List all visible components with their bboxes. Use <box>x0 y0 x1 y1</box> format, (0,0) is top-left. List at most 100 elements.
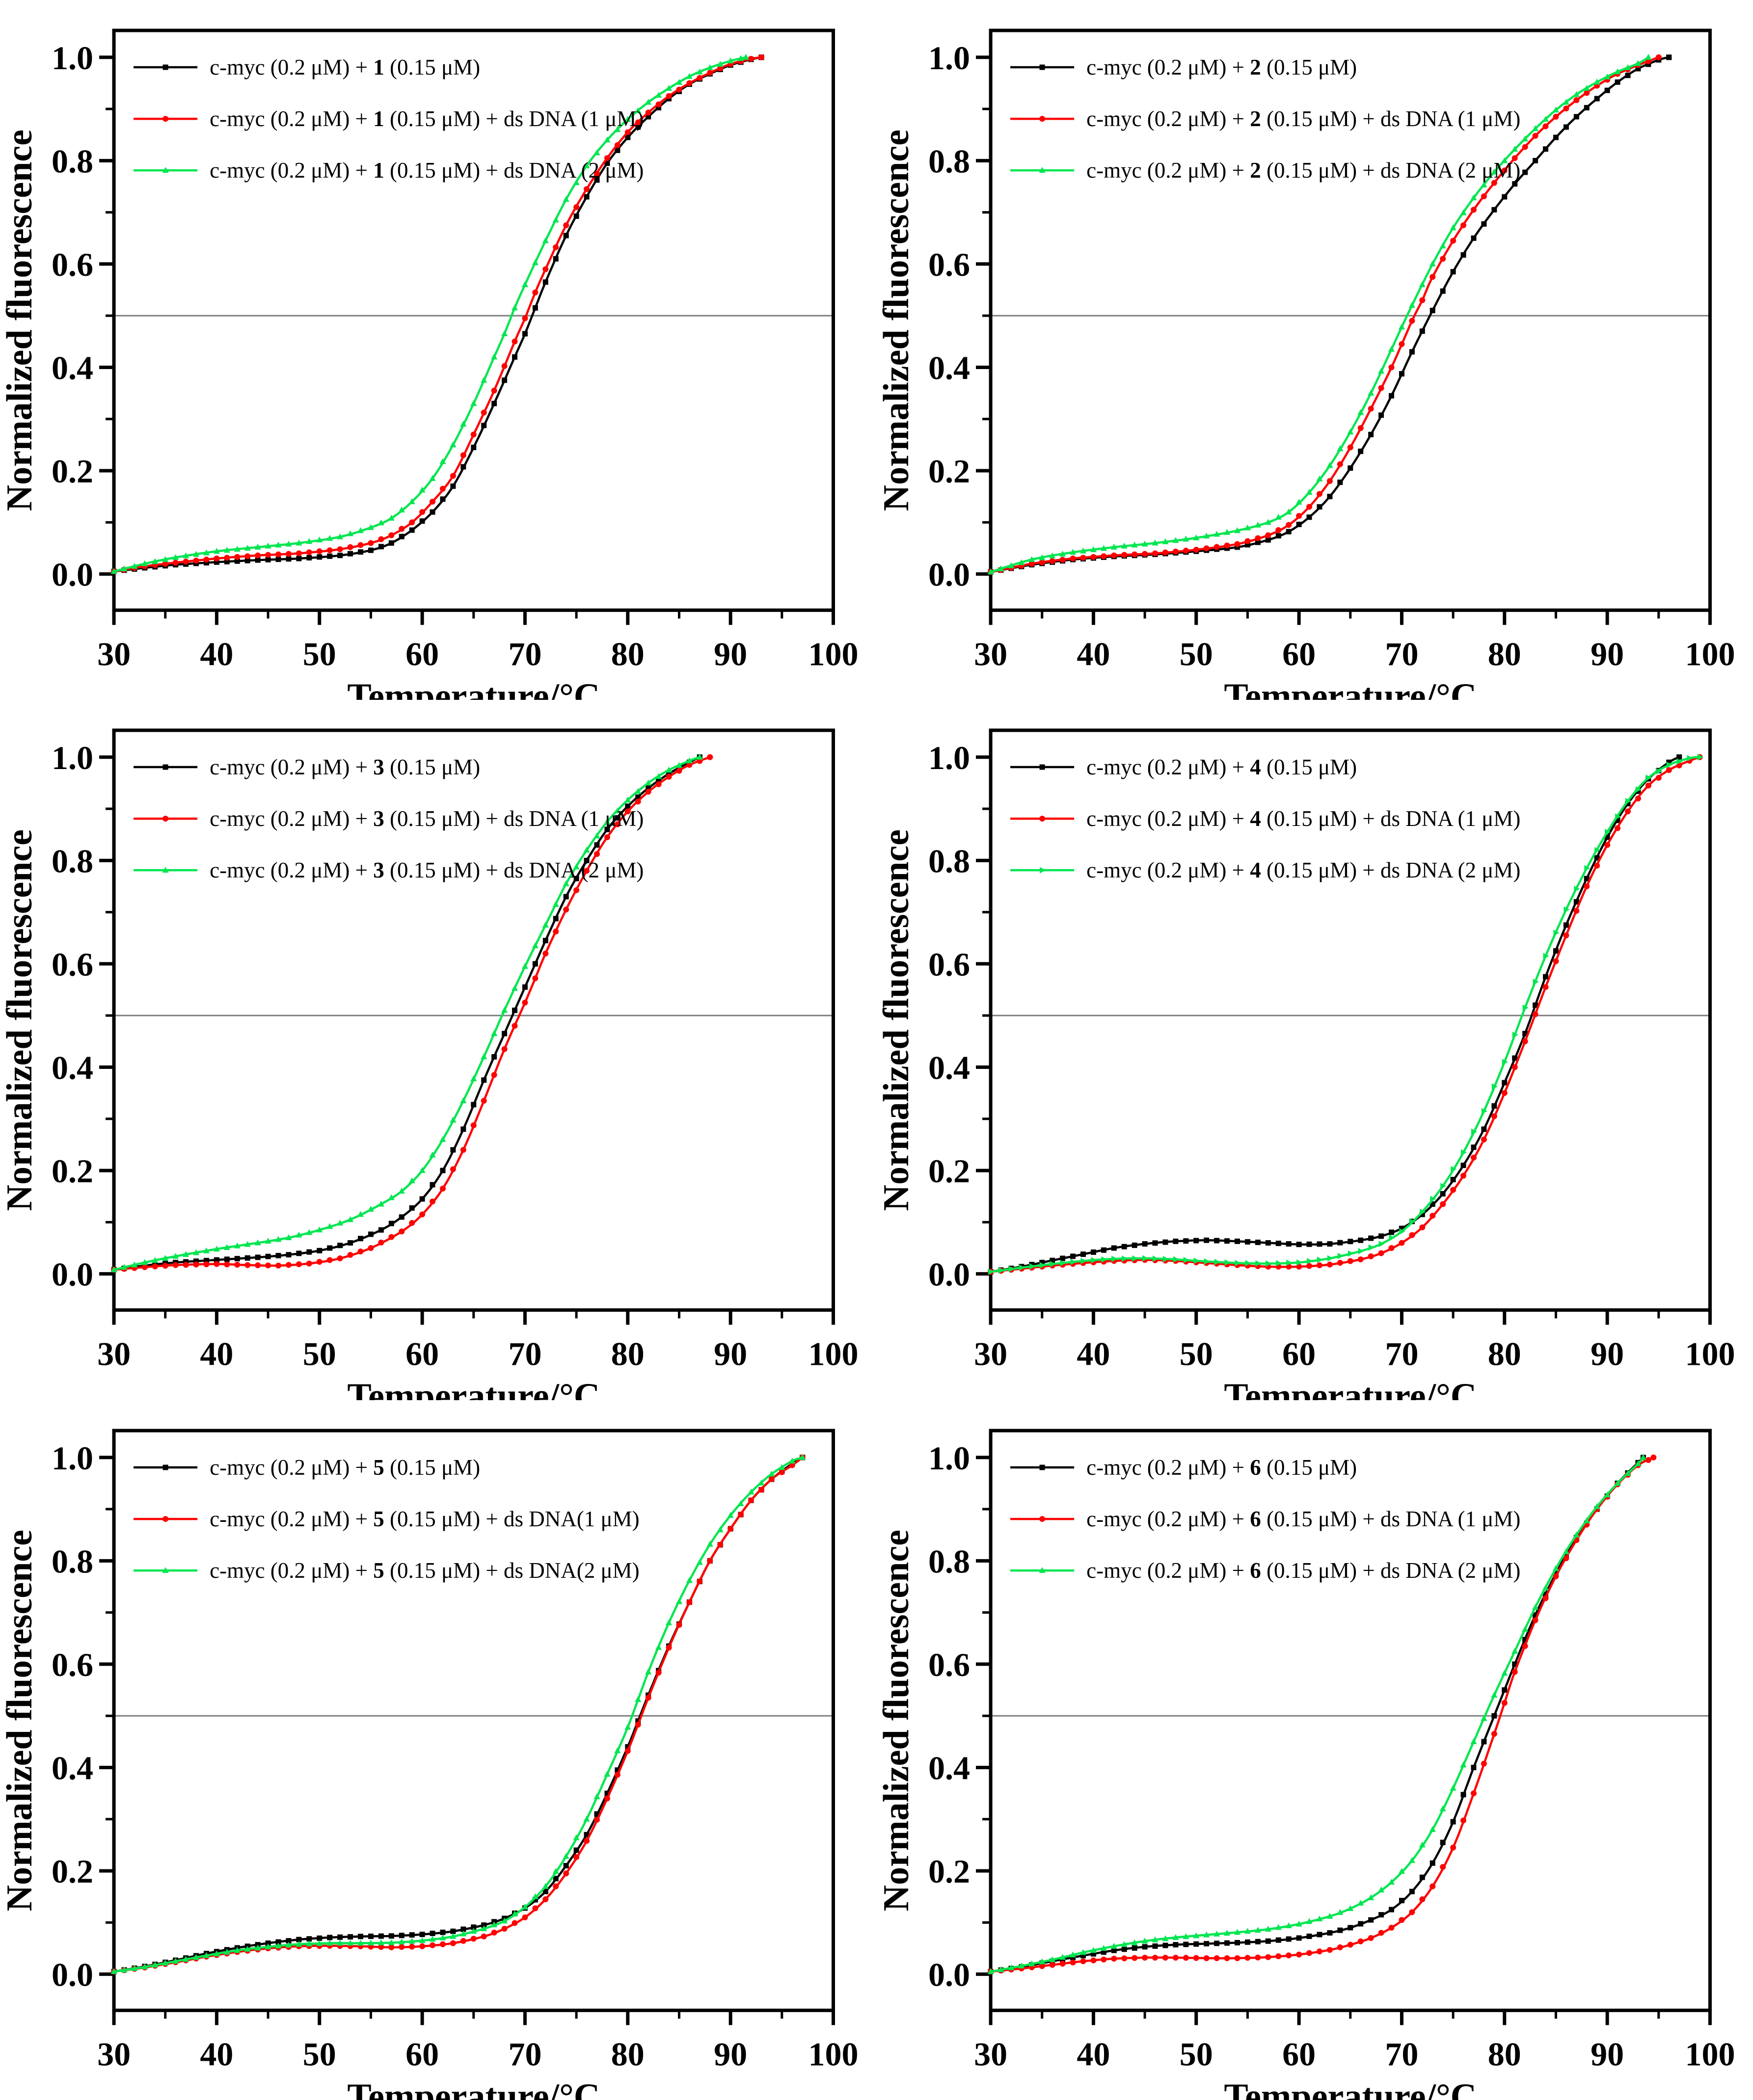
data-point-marker <box>244 1945 251 1952</box>
data-point-marker <box>573 1847 579 1853</box>
data-point-marker <box>399 1932 405 1938</box>
data-point-marker <box>1224 1955 1230 1961</box>
data-point-marker <box>696 754 703 760</box>
data-point-marker <box>1079 1958 1086 1965</box>
data-point-marker <box>1521 1625 1528 1632</box>
data-point-marker <box>635 107 642 113</box>
series-3 <box>987 53 1651 575</box>
data-point-marker <box>563 906 569 913</box>
data-point-marker <box>1203 545 1210 552</box>
data-point-marker <box>285 540 292 547</box>
data-point-marker <box>1388 1924 1395 1931</box>
data-point-marker <box>1347 428 1353 435</box>
data-point-marker <box>655 92 662 98</box>
data-point-marker <box>1398 1916 1404 1923</box>
data-point-marker <box>1213 531 1220 537</box>
series-3 <box>987 1454 1646 1974</box>
data-point-marker <box>183 1262 189 1268</box>
legend-item: c-myc (0.2 μM) + 5 (0.15 μM) + ds DNA(1 … <box>134 1507 640 1531</box>
legend: c-myc (0.2 μM) + 2 (0.15 μM) c-myc (0.2 μ… <box>1010 55 1520 183</box>
data-point-marker <box>1110 1942 1117 1949</box>
data-point-marker <box>1316 1932 1322 1938</box>
data-point-marker <box>594 842 600 848</box>
data-point-marker <box>1635 786 1642 793</box>
melt-panel-compound-6: 30 40 50 60 70 80 90 100 0.0 0.2 0.4 0.6 0.8 1.0 Tempe… <box>877 1400 1753 2100</box>
data-point-marker <box>1080 1251 1086 1257</box>
data-point-marker <box>1511 155 1518 161</box>
data-point-marker <box>1532 1617 1538 1623</box>
data-point-marker <box>1337 1240 1343 1246</box>
y-axis-label: Normalized fluorescence <box>0 829 40 1211</box>
data-point-marker <box>1563 99 1569 105</box>
data-point-marker <box>244 553 251 559</box>
data-point-marker <box>378 1200 384 1207</box>
data-point-marker <box>450 1933 457 1939</box>
data-point-marker <box>1306 1933 1312 1939</box>
data-point-marker <box>214 559 219 565</box>
data-point-marker <box>1409 1888 1415 1894</box>
data-point-marker <box>635 1721 641 1728</box>
y-tick-label: 0.4 <box>52 1049 93 1087</box>
data-point-marker <box>1543 953 1549 960</box>
y-tick-label: 0.8 <box>928 1542 970 1580</box>
data-point-marker <box>552 1867 559 1874</box>
data-point-marker <box>1399 1225 1404 1231</box>
data-point-marker <box>1460 1817 1466 1824</box>
data-point-marker <box>1090 546 1097 553</box>
x-tick-label: 90 <box>1591 1335 1624 1373</box>
data-point-marker <box>1676 758 1683 765</box>
data-point-marker <box>1038 1958 1045 1965</box>
data-point-marker <box>470 431 477 438</box>
data-point-marker <box>1552 1565 1559 1571</box>
data-point-marker <box>275 1236 282 1242</box>
data-point-marker <box>604 818 611 824</box>
data-point-marker <box>1070 1959 1076 1966</box>
x-tick-label: 30 <box>97 1335 131 1373</box>
data-point-marker <box>1542 116 1549 122</box>
data-point-marker <box>1409 349 1415 355</box>
data-point-marker <box>131 1261 138 1268</box>
data-point-marker <box>1244 1955 1250 1961</box>
data-point-marker <box>542 922 549 928</box>
y-tick-label: 0.4 <box>928 1749 970 1786</box>
data-point-marker <box>450 1940 456 1946</box>
x-tick-label: 50 <box>303 1335 336 1373</box>
series-line <box>990 756 1700 1274</box>
data-point-marker <box>1460 1163 1466 1169</box>
melt-panel-compound-2: 30 40 50 60 70 80 90 100 0.0 0.2 0.4 0.6 0.8 1.0 Tempe… <box>877 0 1753 700</box>
data-point-marker <box>604 1770 611 1777</box>
data-point-marker <box>1573 899 1579 905</box>
data-point-marker <box>553 256 559 262</box>
data-point-marker <box>1337 1927 1343 1933</box>
data-point-marker <box>450 441 457 448</box>
x-axis-label: Temperature/°C <box>1224 1377 1477 1400</box>
data-point-marker <box>296 1941 302 1947</box>
data-point-marker <box>1501 157 1508 163</box>
data-point-marker <box>1645 774 1652 781</box>
data-point-marker <box>450 483 456 489</box>
data-point-marker <box>326 1257 333 1263</box>
data-point-marker <box>706 64 713 70</box>
melt-panel-compound-5: 30 40 50 60 70 80 90 100 0.0 0.2 0.4 0.6 0.8 1.0 Tempe… <box>0 1400 877 2100</box>
data-point-marker <box>686 762 693 768</box>
series-3 <box>988 754 1703 1276</box>
data-point-marker <box>203 560 209 566</box>
data-point-marker <box>737 55 744 61</box>
data-point-marker <box>1573 886 1580 893</box>
data-point-marker <box>213 548 220 554</box>
data-point-marker <box>1604 829 1611 836</box>
data-point-marker <box>1640 1454 1646 1460</box>
data-point-marker <box>593 1793 600 1799</box>
data-point-marker <box>532 1893 539 1899</box>
data-point-marker <box>265 557 271 562</box>
data-point-marker <box>1326 1930 1332 1936</box>
data-point-marker <box>1244 1239 1250 1245</box>
legend-marker <box>162 867 169 873</box>
data-point-marker <box>337 1940 344 1946</box>
legend-marker <box>162 116 169 122</box>
data-point-marker <box>1634 1460 1641 1466</box>
data-point-marker <box>1203 1931 1210 1938</box>
data-point-marker <box>1378 1250 1384 1256</box>
data-point-marker <box>604 136 611 143</box>
data-point-marker <box>573 863 580 870</box>
